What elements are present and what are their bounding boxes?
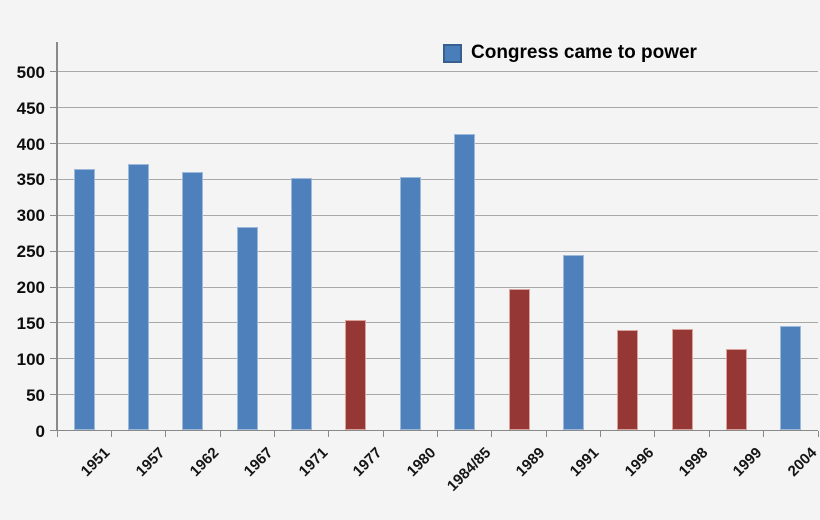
gridline-250 (57, 250, 818, 252)
bar-1989 (508, 289, 530, 431)
x-tick-12 (708, 430, 710, 437)
bar-1957 (128, 164, 150, 431)
y-axis-label-500: 500 (16, 62, 45, 82)
bar-1984/85 (454, 134, 476, 431)
x-tick-7 (437, 430, 438, 437)
y-axis-label-0: 0 (35, 421, 45, 441)
y-tick-150 (50, 322, 57, 324)
x-tick-8 (491, 430, 493, 437)
y-tick-50 (50, 394, 57, 396)
legend-label: Congress came to power (471, 42, 697, 63)
y-axis-label-300: 300 (16, 206, 45, 226)
bar-1977 (345, 320, 367, 431)
bar-1967 (236, 227, 258, 431)
y-tick-0 (50, 430, 57, 431)
y-axis-label-100: 100 (16, 349, 45, 369)
y-tick-300 (50, 214, 57, 216)
gridline-450 (57, 107, 818, 109)
y-tick-100 (50, 358, 57, 360)
gridline-200 (57, 286, 818, 288)
y-axis-label-150: 150 (16, 313, 45, 333)
y-tick-450 (50, 107, 57, 109)
x-tick-9 (545, 430, 547, 437)
y-axis-line (56, 42, 58, 431)
x-tick-3 (219, 430, 221, 437)
x-tick-14 (817, 430, 819, 437)
gridline-50 (57, 394, 818, 396)
x-tick-6 (382, 430, 384, 437)
legend-swatch-icon (443, 43, 462, 63)
y-tick-500 (50, 71, 57, 73)
gridline-500 (57, 71, 818, 73)
y-axis-label-50: 50 (26, 385, 45, 405)
y-axis-label-450: 450 (16, 98, 45, 118)
y-axis-label-200: 200 (16, 278, 45, 298)
bar-1980 (399, 177, 421, 431)
x-tick-2 (165, 430, 167, 437)
y-axis-label-350: 350 (16, 170, 45, 190)
gridline-400 (57, 143, 818, 145)
bar-1999 (725, 348, 747, 431)
x-tick-11 (654, 430, 656, 437)
gridline-100 (57, 358, 818, 360)
gridline-150 (57, 322, 818, 324)
bar-1991 (562, 255, 584, 431)
bar-1971 (291, 177, 313, 431)
x-tick-13 (763, 430, 765, 437)
x-tick-4 (273, 430, 275, 437)
chart-legend: Congress came to power (443, 42, 697, 64)
y-tick-400 (50, 143, 57, 145)
bar-1998 (671, 329, 693, 431)
y-tick-350 (50, 178, 57, 180)
x-tick-0 (56, 430, 58, 437)
gridline-350 (57, 178, 818, 180)
x-tick-5 (328, 430, 330, 437)
gridline-300 (57, 214, 818, 216)
x-tick-10 (600, 430, 602, 437)
bar-1996 (617, 330, 639, 431)
y-axis-label-250: 250 (16, 242, 45, 262)
bar-2004 (780, 326, 802, 431)
y-tick-250 (50, 250, 57, 252)
y-axis-label-400: 400 (16, 134, 45, 154)
y-tick-200 (50, 286, 57, 288)
x-axis-line (56, 429, 818, 431)
bar-1951 (73, 169, 95, 431)
x-tick-1 (110, 430, 112, 437)
bar-1962 (182, 171, 204, 431)
